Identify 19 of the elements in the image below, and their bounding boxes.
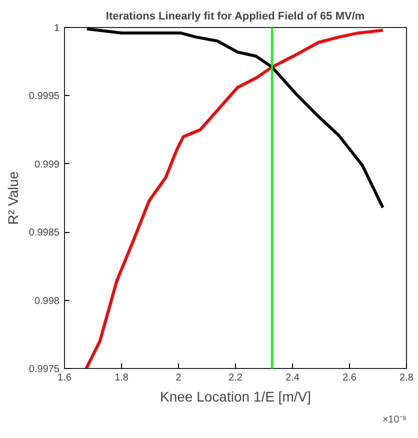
x-tick-label: 1.8 (114, 372, 129, 384)
chart-title: Iterations Linearly fit for Applied Field of 65 MV/m (106, 10, 365, 22)
line-series (86, 28, 384, 210)
y-tick-label: 1 (54, 23, 60, 34)
y-tick-label: 0.9985 (28, 228, 60, 239)
x-tick-label: 2.8 (400, 372, 414, 384)
x-tick-label: 1.6 (58, 372, 72, 384)
x-tick-label: 2.6 (342, 372, 357, 384)
y-axis-title: R² Value (4, 171, 21, 225)
x-axis-title: Knee Location 1/E [m/V] (160, 388, 311, 404)
y-tick-label: 0.9975 (28, 364, 60, 375)
y-tick-label: 0.999 (34, 159, 60, 170)
x-tick-label: 2.4 (286, 372, 300, 384)
text: ×10⁻⁸ (382, 414, 407, 426)
y-tick-label: 0.998 (34, 296, 60, 307)
x-tick-label: 2.2 (228, 372, 243, 384)
y-tick-label: 0.9995 (28, 91, 60, 102)
x-tick-label: 2 (176, 372, 182, 384)
line-series (84, 28, 384, 368)
